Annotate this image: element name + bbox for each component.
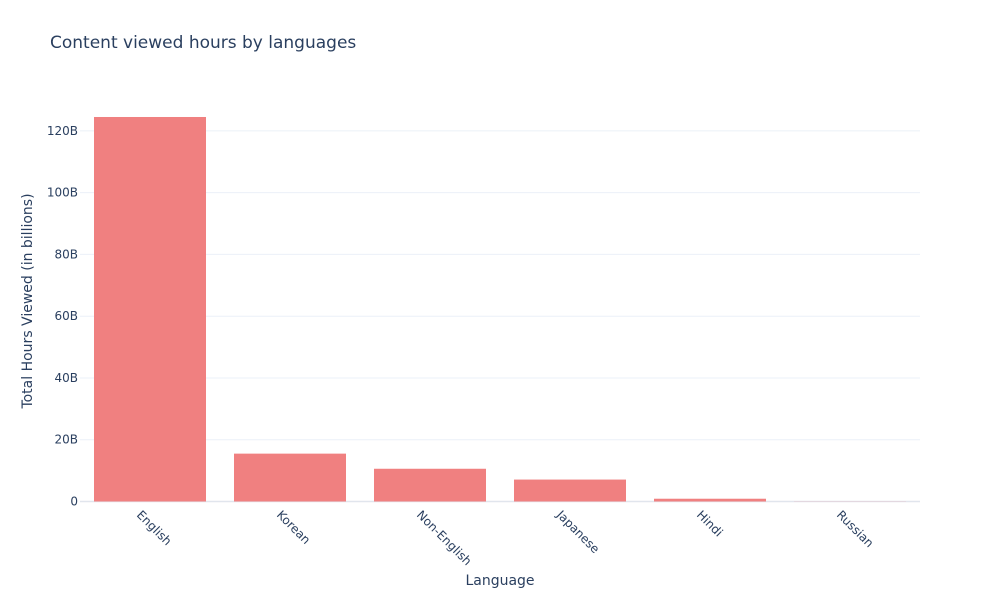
x-tick-label: Russian	[834, 508, 877, 551]
y-tick-label: 20B	[54, 433, 78, 447]
y-tick-label: 0	[70, 495, 78, 509]
x-tick-label: Non-English	[414, 508, 475, 569]
y-tick-label: 80B	[54, 247, 78, 261]
x-tick-label: English	[134, 508, 175, 549]
y-tick-label: 120B	[47, 124, 78, 138]
gridlines	[80, 130, 920, 503]
bar-non-english[interactable]	[374, 468, 486, 502]
y-tick-label: 100B	[47, 186, 78, 200]
y-tick-label: 40B	[54, 371, 78, 385]
bar-korean[interactable]	[234, 453, 346, 502]
x-tick-label: Japanese	[553, 507, 602, 556]
bar-hindi[interactable]	[654, 498, 766, 502]
x-tick-label: Korean	[274, 508, 313, 547]
bar-english[interactable]	[94, 116, 206, 502]
x-tick-labels: English Korean Non-English Japanese Hindi Rus…	[134, 507, 877, 568]
x-axis-title: Language	[465, 573, 535, 589]
y-tick-labels: 0 20B 40B 60B 80B 100B 120B	[47, 124, 78, 509]
bar-japanese[interactable]	[514, 479, 626, 502]
x-tick-label: Hindi	[694, 508, 726, 540]
bars	[94, 116, 906, 502]
y-tick-label: 60B	[54, 309, 78, 323]
chart-title: Content viewed hours by languages	[50, 33, 357, 53]
